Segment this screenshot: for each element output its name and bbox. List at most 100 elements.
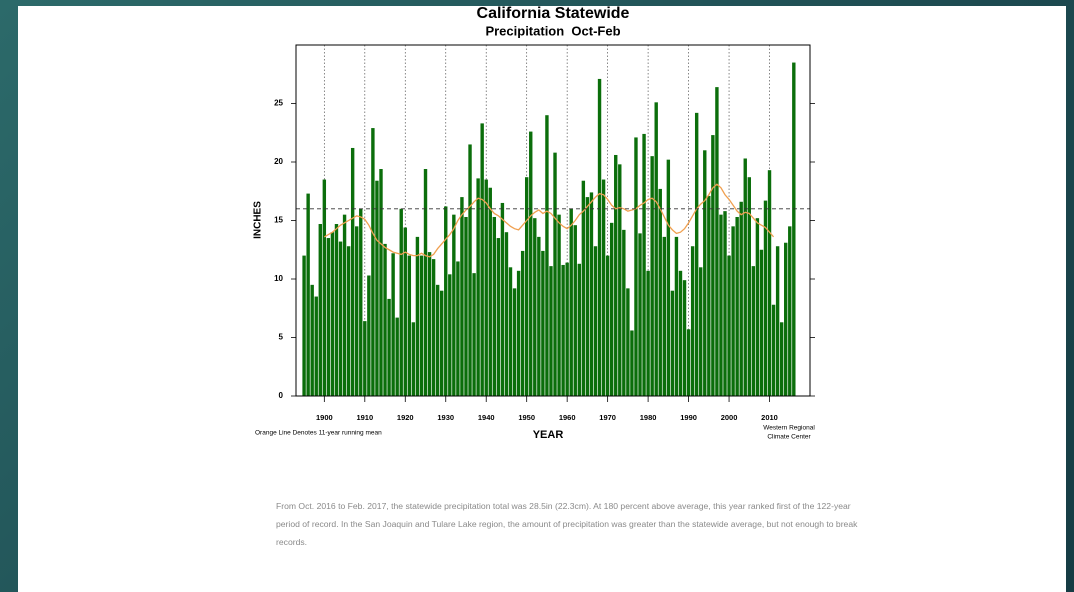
bar bbox=[723, 211, 727, 396]
bar bbox=[387, 298, 391, 396]
bar bbox=[371, 128, 375, 396]
x-tick-label: 1940 bbox=[478, 413, 495, 422]
bar bbox=[719, 214, 723, 396]
bar bbox=[448, 274, 452, 396]
bar bbox=[589, 192, 594, 396]
bar bbox=[585, 197, 590, 396]
bar bbox=[626, 288, 630, 396]
bar bbox=[759, 249, 764, 396]
bar bbox=[488, 187, 492, 396]
bar bbox=[727, 255, 731, 396]
bar bbox=[480, 123, 484, 396]
bar bbox=[541, 250, 545, 396]
bar bbox=[529, 131, 533, 396]
bar bbox=[694, 112, 699, 397]
bar bbox=[318, 224, 322, 396]
bar bbox=[601, 179, 606, 396]
source: Climate Center bbox=[767, 434, 811, 441]
bar bbox=[444, 206, 448, 396]
x-tick-label: 1910 bbox=[356, 413, 373, 422]
x-tick-label: 2000 bbox=[721, 413, 738, 422]
bar bbox=[383, 243, 387, 396]
bar bbox=[375, 180, 379, 396]
y-tick-label: 25 bbox=[274, 99, 283, 108]
bar bbox=[472, 273, 476, 396]
bar bbox=[395, 317, 399, 396]
bar bbox=[310, 284, 314, 396]
x-tick-label: 1930 bbox=[437, 413, 454, 422]
bar bbox=[650, 156, 654, 396]
bar bbox=[775, 246, 780, 396]
bar bbox=[468, 144, 472, 396]
bar bbox=[456, 261, 460, 396]
bar bbox=[577, 263, 582, 396]
bar bbox=[630, 330, 634, 396]
bar bbox=[496, 238, 501, 396]
chart-title: California Statewide bbox=[477, 5, 630, 22]
bar bbox=[350, 147, 355, 396]
bar bbox=[516, 270, 521, 396]
bar bbox=[419, 255, 424, 396]
bar bbox=[618, 164, 622, 396]
bar bbox=[302, 255, 306, 396]
bar bbox=[440, 290, 444, 396]
bar bbox=[367, 275, 371, 396]
bar bbox=[784, 242, 788, 396]
bar bbox=[573, 225, 577, 396]
source: Western Regional bbox=[763, 425, 815, 432]
y-tick-label: 15 bbox=[274, 216, 283, 225]
bar bbox=[755, 218, 760, 396]
x-tick-label: 2010 bbox=[761, 413, 778, 422]
bar bbox=[747, 177, 751, 396]
bar bbox=[614, 154, 618, 396]
bar bbox=[391, 253, 395, 396]
bar bbox=[423, 169, 428, 396]
bar bbox=[565, 262, 569, 396]
bar bbox=[355, 226, 359, 396]
bar bbox=[504, 232, 509, 396]
bar bbox=[363, 321, 367, 396]
bar bbox=[569, 208, 573, 396]
bar bbox=[338, 241, 343, 396]
bar bbox=[634, 137, 638, 396]
bar bbox=[779, 322, 784, 396]
bar bbox=[533, 218, 537, 396]
bar bbox=[334, 224, 339, 396]
bar bbox=[678, 270, 683, 396]
y-tick-label: 0 bbox=[279, 391, 284, 400]
plot-frame bbox=[295, 44, 811, 397]
y-axis-label: INCHES bbox=[253, 201, 264, 239]
x-tick-label: 1960 bbox=[559, 413, 576, 422]
bar bbox=[662, 236, 666, 396]
bar bbox=[407, 255, 412, 396]
bar bbox=[500, 202, 505, 396]
bar bbox=[658, 188, 662, 396]
bar bbox=[638, 233, 642, 396]
bar bbox=[686, 329, 691, 396]
x-tick-label: 1950 bbox=[518, 413, 535, 422]
bar bbox=[545, 115, 549, 396]
bar bbox=[597, 78, 602, 397]
bar bbox=[743, 158, 747, 396]
bar bbox=[415, 236, 420, 396]
x-tick-label: 1990 bbox=[680, 413, 697, 422]
bar bbox=[306, 193, 310, 396]
bar bbox=[666, 159, 671, 396]
bar bbox=[379, 169, 383, 396]
bar bbox=[605, 255, 610, 396]
bar bbox=[524, 177, 529, 396]
bar bbox=[553, 152, 557, 396]
y-tick-label: 5 bbox=[279, 333, 284, 342]
bar bbox=[476, 178, 480, 396]
bar bbox=[654, 102, 658, 396]
bar bbox=[622, 229, 626, 396]
bar bbox=[739, 201, 743, 396]
bar bbox=[682, 280, 687, 396]
bar bbox=[763, 200, 768, 396]
x-tick-label: 1920 bbox=[397, 413, 414, 422]
bar bbox=[314, 296, 318, 396]
bar bbox=[646, 270, 650, 396]
bar bbox=[707, 195, 711, 396]
bar bbox=[642, 133, 646, 397]
